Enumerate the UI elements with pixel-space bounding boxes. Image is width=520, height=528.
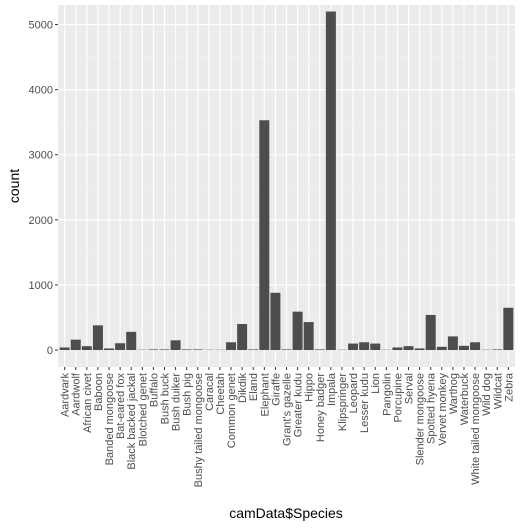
bar <box>181 349 192 351</box>
x-tick-label: Bush buck <box>159 373 171 425</box>
x-tick-label: Greater kudu <box>293 373 305 437</box>
bar <box>503 307 514 351</box>
bar <box>148 349 159 351</box>
x-tick-label: Pangolin <box>381 373 393 416</box>
bar <box>403 346 414 351</box>
bar <box>226 342 237 351</box>
bar <box>270 292 281 351</box>
x-tick-label: Lesser kudu <box>359 373 371 433</box>
x-tick-label: Wildcat <box>492 373 504 409</box>
bar <box>59 347 70 351</box>
x-tick-label: Hippo <box>304 373 316 402</box>
x-tick-label: Banded mongoose <box>104 373 116 465</box>
x-tick-label: Elephant <box>259 373 271 416</box>
bar <box>303 322 314 351</box>
bar <box>392 347 403 351</box>
x-tick-label: Common genet <box>226 373 238 448</box>
y-tick-label: 1000 <box>29 280 53 292</box>
bar <box>470 342 481 351</box>
bar <box>414 348 425 351</box>
x-tick-label: Bush duiker <box>171 373 183 431</box>
bar <box>348 343 359 351</box>
bar <box>237 324 248 351</box>
bar <box>159 349 170 351</box>
bar <box>259 120 270 351</box>
x-tick-label: Slender mongoose <box>415 373 427 465</box>
x-tick-label: Leopard <box>348 373 360 413</box>
bar <box>425 314 436 351</box>
x-tick-label: Serval <box>404 373 416 404</box>
bar <box>325 11 336 351</box>
x-tick-label: Bush pig <box>182 373 194 416</box>
x-tick-label: Bushy tailed mongoose <box>193 373 205 487</box>
bar <box>359 342 370 351</box>
y-axis-title: count <box>6 169 22 203</box>
x-tick-label: Eland <box>248 373 260 401</box>
x-tick-label: Caracal <box>204 373 216 411</box>
bar <box>458 345 469 351</box>
x-tick-label: Blotched genet <box>137 373 149 446</box>
x-tick-label: Giraffe <box>270 373 282 406</box>
bar <box>81 346 92 351</box>
bar <box>314 349 325 351</box>
bar <box>292 311 303 351</box>
x-axis-title: camData$Species <box>229 505 343 521</box>
x-tick-label: Aardvark <box>60 373 72 418</box>
y-tick-label: 2000 <box>29 215 53 227</box>
x-tick-label: Warthog <box>448 373 460 414</box>
y-tick-label: 4000 <box>29 85 53 97</box>
x-tick-label: Impala <box>326 372 338 406</box>
y-tick-label: 0 <box>47 345 53 357</box>
x-tick-label: Zebra <box>503 372 515 402</box>
y-axis: 0 1000 2000 3000 4000 5000 <box>29 20 58 357</box>
x-tick-label: Buffalo <box>148 373 160 407</box>
x-tick-label: Wild dog <box>481 373 493 416</box>
bar <box>70 339 81 351</box>
bar <box>370 343 381 351</box>
x-tick-label: White tailed mongoose <box>470 373 482 485</box>
x-tick-label: Vervet monkey <box>437 373 449 446</box>
x-tick-label: Bat-eared fox <box>115 373 127 440</box>
bar <box>170 340 181 351</box>
x-tick-label: Lion <box>370 373 382 394</box>
bar <box>447 336 458 351</box>
x-tick-label: Cheetah <box>215 373 227 415</box>
bar <box>248 349 259 351</box>
bar <box>92 325 103 351</box>
x-tick-label: Aardwolf <box>71 372 83 416</box>
bar <box>104 348 115 351</box>
x-axis: Aardvark Aardwolf African civet Baboon Bande… <box>60 367 515 487</box>
x-tick-label: Porcupine <box>392 373 404 423</box>
bars-group <box>59 11 514 351</box>
bar <box>492 349 503 351</box>
y-tick-label: 3000 <box>29 150 53 162</box>
bar <box>115 343 126 351</box>
x-tick-label: Baboon <box>93 373 105 411</box>
x-tick-label: Black backed jackal <box>126 373 138 470</box>
x-tick-label: Spotted hyena <box>426 372 438 444</box>
x-tick-label: African civet <box>82 373 94 433</box>
x-tick-label: Waterbuck <box>459 373 471 426</box>
bar <box>126 331 137 351</box>
x-tick-label: Dikdik <box>237 373 249 403</box>
bar <box>281 349 292 351</box>
bar <box>192 349 203 351</box>
bar <box>436 346 447 351</box>
x-tick-label: Grant's gazelle <box>282 373 294 446</box>
x-tick-label: Honey badger <box>315 373 327 442</box>
y-tick-label: 5000 <box>29 20 53 32</box>
x-tick-label: Klipspringer <box>337 373 349 431</box>
